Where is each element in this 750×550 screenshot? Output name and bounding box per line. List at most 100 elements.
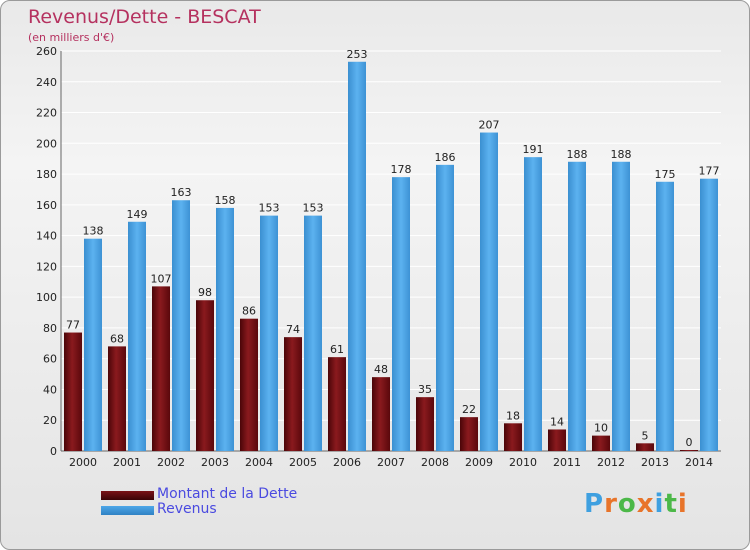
value-label: 22 [462, 403, 476, 416]
y-tick-label: 260 [36, 45, 57, 58]
y-tick-label: 40 [43, 383, 57, 396]
bar-revenus [260, 215, 278, 451]
y-tick-label: 220 [36, 107, 57, 120]
value-label: 18 [506, 409, 520, 422]
x-tick-label: 2005 [289, 456, 317, 469]
bar-dette [504, 423, 522, 451]
value-label: 138 [83, 225, 104, 238]
bar-dette [372, 377, 390, 451]
y-tick-label: 120 [36, 260, 57, 273]
bar-revenus [700, 178, 718, 451]
value-label: 178 [391, 163, 412, 176]
legend-label-dette: Montant de la Dette [157, 486, 298, 502]
bar-dette [636, 443, 654, 451]
x-tick-label: 2008 [421, 456, 449, 469]
x-tick-label: 2012 [597, 456, 625, 469]
bar-dette [108, 346, 126, 451]
bar-revenus [568, 161, 586, 451]
value-label: 153 [259, 202, 280, 215]
bar-dette [196, 300, 214, 451]
logo-letter: o [617, 489, 637, 519]
bar-revenus [348, 61, 366, 452]
y-tick-label: 180 [36, 168, 57, 181]
value-label: 77 [66, 319, 80, 332]
value-label: 253 [347, 48, 368, 61]
bar-revenus [172, 200, 190, 451]
axes: 0204060801001201401601802002202402602000… [36, 45, 721, 469]
bar-dette [416, 397, 434, 451]
bar-revenus [436, 164, 454, 451]
x-tick-label: 2000 [69, 456, 97, 469]
chart-title: Revenus/Dette - BESCAT [28, 6, 261, 28]
bar-dette [680, 450, 698, 451]
value-label: 153 [303, 202, 324, 215]
y-tick-label: 140 [36, 230, 57, 243]
logo-letter: i [654, 489, 665, 519]
logo-letter: t [664, 489, 678, 519]
x-tick-label: 2004 [245, 456, 273, 469]
logo-letter: r [604, 489, 618, 519]
bar-revenus [304, 215, 322, 451]
legend-swatch-revenus [101, 506, 154, 515]
value-label: 61 [330, 343, 344, 356]
x-tick-label: 2003 [201, 456, 229, 469]
x-tick-label: 2002 [157, 456, 185, 469]
x-tick-label: 2009 [465, 456, 493, 469]
bar-dette [152, 286, 170, 451]
x-tick-label: 2006 [333, 456, 361, 469]
y-tick-label: 20 [43, 414, 57, 427]
bar-dette [64, 332, 82, 451]
x-tick-label: 2010 [509, 456, 537, 469]
value-label: 14 [550, 415, 564, 428]
x-tick-label: 2011 [553, 456, 581, 469]
value-label: 175 [655, 168, 676, 181]
bar-revenus [480, 132, 498, 452]
value-label: 10 [594, 422, 608, 435]
bar-dette [592, 435, 610, 451]
bar-revenus [216, 207, 234, 451]
value-label: 74 [286, 323, 300, 336]
value-label: 86 [242, 305, 256, 318]
bar-dette [328, 357, 346, 451]
value-label: 158 [215, 194, 236, 207]
value-labels: 77 138 68 149 107 163 98 158 86 153 74 153 61 253 48 17… [66, 48, 720, 449]
value-label: 207 [479, 119, 500, 132]
bar-revenus [612, 161, 630, 451]
value-label: 191 [523, 143, 544, 156]
grid-lines [61, 50, 721, 452]
bar-revenus [524, 157, 542, 451]
x-tick-label: 2014 [685, 456, 713, 469]
logo-letter: i [677, 489, 688, 519]
bar-dette [548, 429, 566, 451]
value-label: 0 [686, 436, 693, 449]
logo-letter: x [636, 489, 655, 519]
value-label: 177 [699, 165, 720, 178]
value-label: 98 [198, 286, 212, 299]
bar-dette [240, 318, 258, 451]
y-tick-label: 240 [36, 76, 57, 89]
value-label: 188 [567, 148, 588, 161]
value-label: 107 [151, 272, 172, 285]
value-label: 5 [642, 429, 649, 442]
chart-subtitle: (en milliers d'€) [28, 31, 115, 44]
x-tick-label: 2001 [113, 456, 141, 469]
value-label: 188 [611, 148, 632, 161]
y-tick-label: 60 [43, 353, 57, 366]
bar-dette [284, 337, 302, 451]
x-tick-label: 2007 [377, 456, 405, 469]
value-label: 163 [171, 186, 192, 199]
y-tick-label: 100 [36, 291, 57, 304]
value-label: 68 [110, 332, 124, 345]
y-tick-label: 160 [36, 199, 57, 212]
bar-revenus [128, 221, 146, 451]
logo-letter: P [584, 489, 605, 519]
value-label: 35 [418, 383, 432, 396]
y-tick-label: 80 [43, 322, 57, 335]
bar-dette [460, 417, 478, 451]
value-label: 186 [435, 151, 456, 164]
value-label: 149 [127, 208, 148, 221]
x-tick-label: 2013 [641, 456, 669, 469]
bar-revenus [656, 181, 674, 451]
